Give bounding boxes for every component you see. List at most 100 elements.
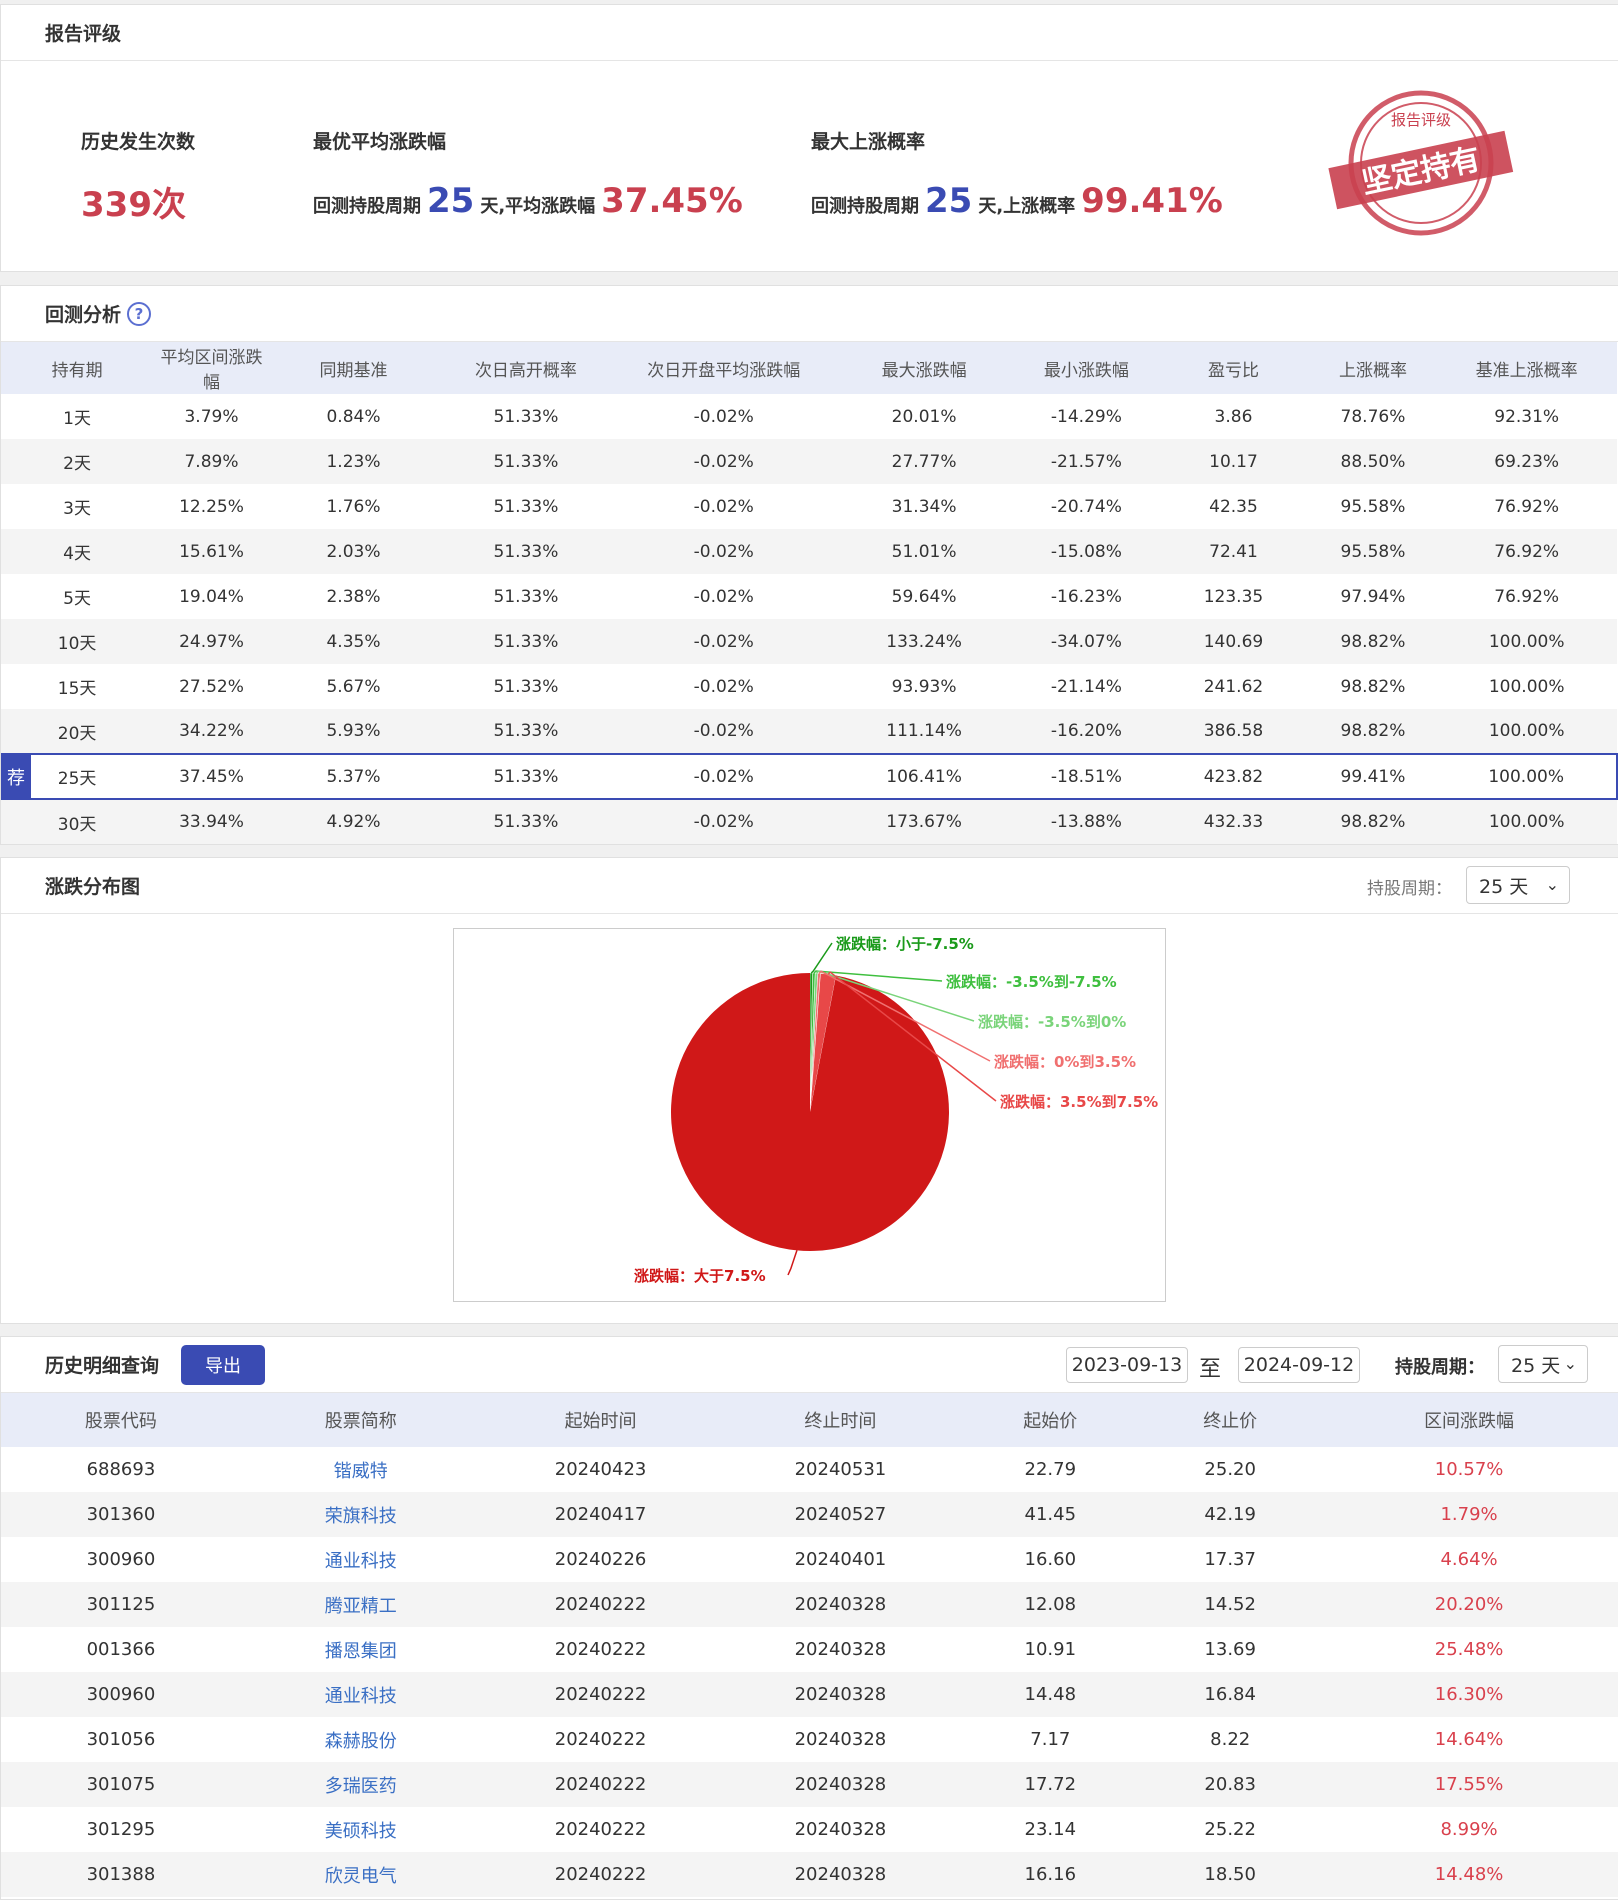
history-cell: 16.60 xyxy=(1024,1549,1077,1570)
best-avg-days: 25 xyxy=(427,181,475,221)
backtest-cell: 19.04% xyxy=(179,586,244,607)
backtest-cell: -0.02% xyxy=(693,676,754,697)
rating-panel: 报告评级 历史发生次数 339次 最优平均涨跌幅 回测持股周期 25 天,平均涨… xyxy=(0,4,1618,272)
backtest-table-body: 1天 3.79% 0.84% 51.33% -0.02% 20.01% -14.29% 3.8… xyxy=(1,394,1618,844)
backtest-row: 10天 24.97% 4.35% 51.33% -0.02% 133.24% -34.07%… xyxy=(1,619,1617,664)
backtest-col-header: 持有期 xyxy=(1,342,154,394)
pie-slice-label: 涨跌幅：小于-7.5% xyxy=(836,935,974,953)
backtest-cell: 30天 xyxy=(1,799,154,844)
history-cell: 20240328 xyxy=(720,1762,961,1807)
backtest-cell: -21.57% xyxy=(1015,439,1158,484)
history-cell: 4.64% xyxy=(1440,1549,1498,1570)
backtest-cell: -0.02% xyxy=(614,619,833,664)
backtest-cell: 59.64% xyxy=(891,586,957,607)
stock-name-link[interactable]: 森赫股份 xyxy=(324,1730,397,1752)
stock-name-link[interactable]: 通业科技 xyxy=(240,1672,481,1717)
backtest-cell: 42.35 xyxy=(1209,496,1258,517)
backtest-cell: 51.33% xyxy=(437,709,615,754)
max-rate-label: 最大上涨概率 xyxy=(811,131,926,153)
distribution-header: 涨跌分布图 持股周期： 25 天 ⌄ xyxy=(1,858,1618,914)
history-row: 301388 欣灵电气 20240222 20240328 16.16 18.50 14.4… xyxy=(1,1852,1618,1897)
stock-name-link[interactable]: 锴威特 xyxy=(333,1460,388,1482)
backtest-cell: 100.00% xyxy=(1436,799,1617,844)
stock-name-link[interactable]: 欣灵电气 xyxy=(240,1852,481,1897)
backtest-cell: 20.01% xyxy=(891,406,957,427)
backtest-cell: 15天 xyxy=(57,679,97,699)
backtest-cell: 3.86 xyxy=(1214,406,1253,427)
history-col-header: 终止时间 xyxy=(720,1393,961,1447)
pie-chart-box: 涨跌幅：小于-7.5% 涨跌幅：-3.5%到-7.5% 涨跌幅：-3.5%到0% 涨跌… xyxy=(453,928,1166,1302)
hist-period-select[interactable]: 25 天 ⌄ xyxy=(1498,1345,1588,1383)
dist-period-select[interactable]: 25 天 ⌄ xyxy=(1466,866,1570,904)
backtest-cell: 3天 xyxy=(63,499,91,519)
backtest-cell: -0.02% xyxy=(693,586,754,607)
pie-slice[interactable] xyxy=(671,973,949,1251)
backtest-cell: 51.33% xyxy=(493,496,559,517)
backtest-cell: 12.25% xyxy=(179,496,244,517)
stock-name-link[interactable]: 腾亚精工 xyxy=(240,1582,481,1627)
history-cell: 14.52 xyxy=(1140,1582,1321,1627)
history-cell: 8.22 xyxy=(1210,1729,1251,1750)
history-cell: 300960 xyxy=(1,1672,241,1717)
backtest-cell: 4.35% xyxy=(269,619,438,664)
backtest-cell: 100.00% xyxy=(1488,676,1565,697)
stock-name-link[interactable]: 多瑞医药 xyxy=(240,1762,481,1807)
backtest-cell: 173.67% xyxy=(832,799,1016,844)
backtest-cell: 1.23% xyxy=(269,439,438,484)
backtest-cell: 0.84% xyxy=(326,406,381,427)
backtest-cell: 76.92% xyxy=(1436,529,1617,574)
backtest-row: 2天 7.89% 1.23% 51.33% -0.02% 27.77% -21.57% 10.… xyxy=(1,439,1617,484)
help-icon[interactable]: ? xyxy=(127,301,152,326)
backtest-cell: 51.33% xyxy=(493,676,559,697)
history-row: 301125 腾亚精工 20240222 20240328 12.08 14.52 20.2… xyxy=(1,1582,1618,1627)
stock-name-link[interactable]: 通业科技 xyxy=(324,1550,397,1572)
history-col-header: 股票代码 xyxy=(1,1393,241,1447)
date-from-input[interactable]: 2023-09-13 xyxy=(1066,1347,1188,1383)
history-row: 001366 播恩集团 20240222 20240328 10.91 13.69 25.4… xyxy=(1,1627,1618,1672)
history-cell: 20240222 xyxy=(554,1639,647,1660)
history-cell: 20240222 xyxy=(554,1729,647,1750)
history-cell: 25.22 xyxy=(1204,1819,1256,1840)
backtest-cell: 51.33% xyxy=(437,753,615,800)
stock-name-link[interactable]: 美硕科技 xyxy=(324,1820,397,1842)
history-panel: 历史明细查询 导出 2023-09-13 至 2024-09-12 持股周期： … xyxy=(0,1336,1618,1900)
history-cell: 41.45 xyxy=(960,1492,1141,1537)
backtest-cell: 51.01% xyxy=(832,529,1016,574)
backtest-cell: 31.34% xyxy=(891,496,957,517)
history-cell: 20240222 xyxy=(480,1672,721,1717)
to-label: 至 xyxy=(1199,1357,1222,1382)
history-cell: 20240328 xyxy=(794,1639,887,1660)
backtest-cell: -18.51% xyxy=(1015,753,1158,800)
backtest-panel: 回测分析 ? 持有期 平均区间涨跌幅 同期基准 次日高开概率 次日开盘平均涨跌幅 最大涨跌… xyxy=(0,285,1618,845)
chevron-down-icon: ⌄ xyxy=(1563,1354,1577,1373)
history-cell: 18.50 xyxy=(1140,1852,1321,1897)
date-to-input[interactable]: 2024-09-12 xyxy=(1238,1347,1360,1383)
rating-title: 报告评级 xyxy=(45,23,122,45)
stock-name-link[interactable]: 播恩集团 xyxy=(324,1640,397,1662)
backtest-col-header: 平均区间涨跌幅 xyxy=(153,342,270,394)
dist-period-label: 持股周期： xyxy=(1367,879,1452,899)
backtest-cell: 100.00% xyxy=(1436,709,1617,754)
backtest-cell: -16.20% xyxy=(1015,709,1158,754)
backtest-cell: 69.23% xyxy=(1436,439,1617,484)
backtest-row: 3天 12.25% 1.76% 51.33% -0.02% 31.34% -20.74% 42… xyxy=(1,484,1617,529)
stock-name-link[interactable]: 荣旗科技 xyxy=(240,1492,481,1537)
history-cell: 20240423 xyxy=(554,1459,647,1480)
backtest-col-header: 最小涨跌幅 xyxy=(1015,342,1158,394)
pie-chart: 涨跌幅：小于-7.5% 涨跌幅：-3.5%到-7.5% 涨跌幅：-3.5%到0% 涨跌… xyxy=(634,935,1158,1285)
pie-slice-label: 涨跌幅：-3.5%到0% xyxy=(978,1013,1126,1031)
history-table-body: 688693 锴威特 20240423 20240531 22.79 25.20 10.57… xyxy=(1,1447,1618,1897)
pie-slice-label: 涨跌幅：大于7.5% xyxy=(634,1267,766,1285)
backtest-cell: 98.82% xyxy=(1340,676,1406,697)
backtest-cell: -0.02% xyxy=(693,496,754,517)
history-cell: 42.19 xyxy=(1140,1492,1321,1537)
backtest-cell: 133.24% xyxy=(832,619,1016,664)
backtest-cell: 123.35 xyxy=(1203,586,1264,607)
pie-slice-label: 涨跌幅：-3.5%到-7.5% xyxy=(946,973,1117,991)
history-col-header: 股票简称 xyxy=(240,1393,481,1447)
best-avg-line: 回测持股周期 25 天,平均涨跌幅 37.45% xyxy=(313,181,743,221)
pie-slice-label: 涨跌幅：0%到3.5% xyxy=(994,1053,1136,1071)
history-col-header: 区间涨跌幅 xyxy=(1320,1393,1618,1447)
export-button[interactable]: 导出 xyxy=(181,1344,266,1385)
backtest-cell: -0.02% xyxy=(693,406,754,427)
